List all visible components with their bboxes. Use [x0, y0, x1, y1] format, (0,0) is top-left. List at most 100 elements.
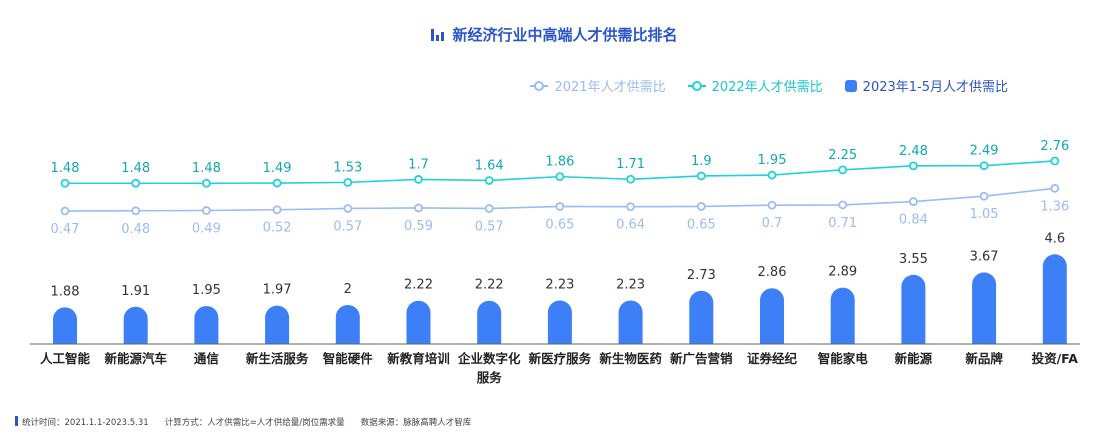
data-label-2022: 1.7: [408, 157, 429, 172]
x-tick-label: 企业数字化: [457, 351, 521, 366]
point-2022: [767, 170, 777, 180]
legend-label-2022: 2022年人才供需比: [711, 80, 823, 95]
bar-2023: [972, 272, 997, 344]
bar-label-2023: 2.22: [475, 278, 504, 293]
point-2021: [696, 202, 706, 211]
bar-2023: [194, 305, 219, 344]
bar-2023: [123, 306, 148, 344]
data-label-2022: 1.49: [263, 161, 292, 176]
data-label-2022: 1.86: [545, 155, 574, 170]
point-2021: [909, 197, 918, 206]
data-label-2021: 0.7: [762, 216, 783, 231]
data-label-2022: 1.95: [758, 153, 787, 168]
point-2022: [272, 178, 282, 188]
x-tick-label: 新能源: [895, 351, 933, 366]
bar-label-2023: 4.6: [1044, 231, 1065, 246]
point-2022: [696, 171, 706, 181]
point-2021: [555, 202, 565, 211]
data-label-2021: 0.65: [545, 217, 574, 232]
legend: 2021年人才供需比 2022年人才供需比 2023年1-5月人才供需比: [530, 76, 1008, 95]
point-2021: [414, 203, 423, 213]
point-2022: [131, 178, 141, 188]
x-tick-label: 新教育培训: [387, 351, 450, 366]
x-tick-label: 通信: [194, 351, 220, 366]
footer-period: 统计时间：2021.1.1-2023.5.31: [15, 416, 149, 428]
data-label-2021: 1.36: [1040, 199, 1069, 214]
x-tick-label: 新品牌: [965, 351, 1003, 366]
bar-2023: [901, 274, 926, 344]
data-label-2021: 0.52: [263, 221, 292, 236]
footer-mark: [15, 416, 18, 426]
bar-label-2023: 2: [344, 282, 352, 297]
data-label-2021: 0.57: [333, 219, 362, 234]
point-2022: [626, 174, 635, 184]
point-2021: [131, 206, 141, 216]
bar-2023: [618, 300, 643, 344]
x-tick-label: 服务: [477, 370, 503, 385]
data-label-2021: 0.59: [404, 219, 433, 234]
legend-swatch-2023: [844, 79, 857, 92]
data-label-2021: 1.05: [970, 207, 999, 222]
point-2022: [979, 161, 989, 171]
x-tick-label: 新能源汽车: [104, 351, 167, 366]
bar-label-2023: 2.23: [616, 278, 645, 293]
legend-swatch-2021: [530, 80, 549, 92]
data-label-2021: 0.47: [51, 222, 80, 237]
chart-title-text: 新经济行业中高端人才供需比排名: [452, 26, 678, 44]
point-2022: [201, 178, 211, 188]
bar-label-2023: 2.89: [828, 265, 857, 280]
data-label-2022: 2.49: [970, 144, 999, 159]
data-label-2022: 1.64: [475, 158, 504, 173]
bar-label-2023: 2.73: [687, 268, 716, 283]
point-2022: [60, 178, 70, 188]
bar-2023: [406, 300, 431, 344]
footer-source: 数据来源：脉脉高聘人才智库: [360, 418, 472, 428]
point-2021: [484, 204, 494, 213]
data-label-2022: 2.48: [899, 144, 928, 159]
bar-label-2023: 1.88: [51, 284, 80, 299]
footer-method: 计算方式：人才供需比=人才供给量/岗位需求量: [164, 418, 345, 428]
point-2022: [838, 165, 848, 175]
data-label-2022: 1.9: [691, 154, 712, 169]
bar-2023: [689, 290, 714, 344]
bar-label-2023: 3.55: [899, 252, 928, 267]
data-label-2021: 0.64: [616, 218, 645, 233]
x-tick-label: 新生活服务: [246, 351, 309, 366]
data-label-2021: 0.65: [687, 217, 716, 232]
data-label-2021: 0.57: [475, 219, 504, 234]
point-2022: [555, 172, 565, 182]
bar-label-2023: 2.23: [545, 278, 574, 293]
bar-2023: [830, 287, 855, 344]
bar-2023: [547, 300, 572, 344]
bar-label-2023: 3.67: [970, 249, 999, 264]
bar-2023: [760, 288, 784, 344]
data-label-2022: 1.48: [121, 161, 150, 176]
data-label-2021: 0.49: [192, 222, 221, 237]
bar-label-2023: 2.22: [404, 278, 433, 293]
data-label-2022: 2.25: [828, 148, 857, 163]
footer: 统计时间：2021.1.1-2023.5.31 计算方式：人才供需比=人才供给量…: [15, 416, 471, 428]
point-2021: [626, 202, 635, 212]
x-tick-label: 证券经纪: [747, 351, 798, 366]
x-tick-label: 新广告营销: [670, 351, 733, 366]
bar-2023: [477, 300, 502, 344]
bar-label-2023: 2.86: [758, 265, 787, 280]
legend-item-2023: 2023年1-5月人才供需比: [844, 76, 1008, 95]
bar-2023: [1042, 254, 1067, 344]
point-2021: [767, 200, 777, 210]
x-tick-label: 新生物医药: [599, 351, 662, 366]
data-label-2021: 0.84: [899, 213, 928, 228]
point-2021: [838, 200, 848, 210]
point-2021: [343, 204, 353, 213]
data-label-2022: 1.48: [192, 161, 221, 176]
x-tick-label: 智能硬件: [322, 351, 374, 366]
point-2021: [272, 205, 282, 215]
chart-canvas: 1.88 1.91 1.95 1.97 2 2.22 2.22 2.23 2.23 2.73 2.8…: [30, 139, 1080, 385]
bar-2023: [53, 307, 77, 344]
bar-label-2023: 1.97: [263, 283, 292, 298]
data-label-2021: 0.48: [121, 222, 150, 237]
point-2021: [201, 206, 211, 215]
footer-period-text: 统计时间：2021.1.1-2023.5.31: [22, 418, 149, 428]
x-tick-label: 新医疗服务: [529, 351, 592, 366]
data-label-2022: 2.76: [1040, 139, 1069, 154]
